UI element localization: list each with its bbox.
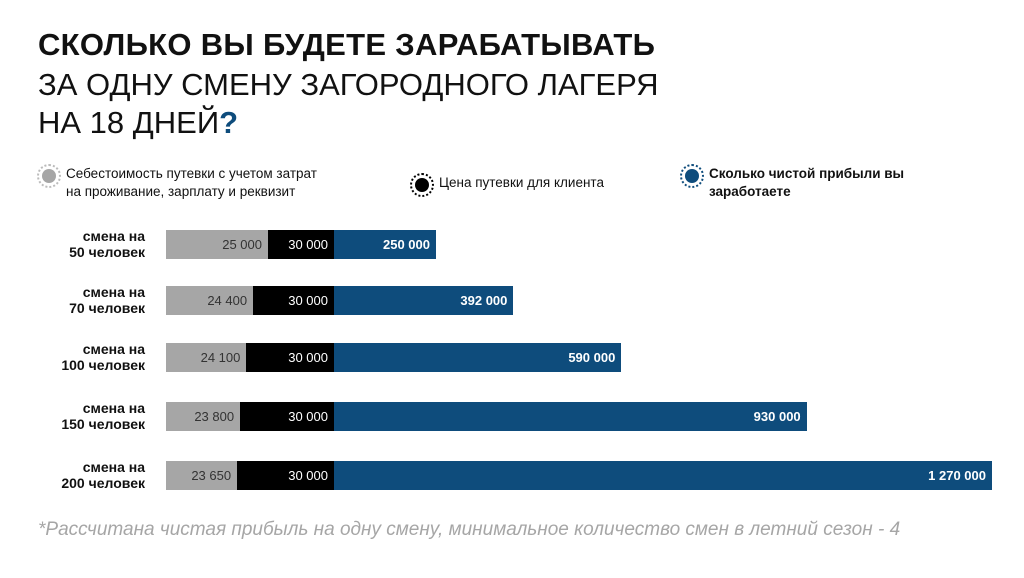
bar-price: 30 000	[246, 343, 334, 372]
data-label: 1 270 000	[928, 468, 986, 483]
title-line-3: НА 18 ДНЕЙ?	[38, 104, 238, 142]
data-label: 23 650	[191, 468, 232, 483]
data-label: 30 000	[288, 350, 328, 365]
bar-price: 30 000	[253, 286, 334, 315]
title-line-2: ЗА ОДНУ СМЕНУ ЗАГОРОДНОГО ЛАГЕРЯ	[38, 67, 659, 102]
category-label-line: 70 человек	[69, 300, 145, 316]
footnote: *Рассчитана чистая прибыль на одну смену…	[38, 519, 901, 540]
category-label-line: смена на	[82, 228, 145, 244]
gray-dot-icon	[37, 164, 61, 188]
legend-label: Цена путевки для клиента	[439, 175, 604, 190]
bar-cost: 24 400	[166, 286, 254, 315]
category-label: смена на 50 человек	[20, 228, 145, 260]
data-label: 392 000	[460, 293, 508, 308]
bar-cost: 23 800	[166, 402, 241, 431]
data-label: 24 100	[200, 350, 241, 365]
data-label: 30 000	[288, 468, 328, 483]
bar-profit: 392 000	[334, 286, 514, 315]
category-label: смена на 200 человек	[20, 459, 145, 491]
data-label: 590 000	[568, 350, 616, 365]
category-label: смена на 70 человек	[20, 284, 145, 316]
data-label: 30 000	[288, 409, 328, 424]
category-label-line: 200 человек	[61, 475, 145, 491]
title-line-1: СКОЛЬКО ВЫ БУДЕТЕ ЗАРАБАТЫВАТЬ	[38, 27, 656, 62]
blue-dot-icon	[680, 164, 704, 188]
data-label: 25 000	[222, 237, 262, 252]
bar-cost: 24 100	[166, 343, 247, 372]
bar-price: 30 000	[240, 402, 334, 431]
category-label-line: смена на	[82, 459, 145, 475]
data-label: 30 000	[288, 293, 328, 308]
legend-item-cost: Себестоимость путевки с учетом затрат на …	[37, 164, 317, 201]
bar-price: 30 000	[237, 461, 334, 490]
data-label: 23 800	[194, 409, 235, 424]
category-label-line: смена на	[82, 341, 145, 357]
legend-label: на проживание, зарплату и реквизит	[66, 184, 296, 199]
data-label: 250 000	[383, 237, 430, 252]
bar-cost: 23 650	[166, 461, 238, 490]
bar-profit: 250 000	[334, 230, 436, 259]
bar-profit: 590 000	[334, 343, 622, 372]
bar-cost: 25 000	[166, 230, 268, 259]
data-label: 24 400	[207, 293, 248, 308]
legend-label: Сколько чистой прибыли вы	[709, 166, 905, 181]
category-label-line: 50 человек	[69, 244, 145, 260]
bar-profit: 930 000	[334, 402, 807, 431]
category-label-line: смена на	[82, 284, 145, 300]
legend-label: заработаете	[709, 184, 791, 199]
legend-item-profit: Сколько чистой прибыли вы заработаете	[680, 164, 905, 201]
category-label-line: 150 человек	[61, 416, 145, 432]
title-line-3-text: НА 18 ДНЕЙ	[38, 105, 220, 140]
data-label: 930 000	[753, 409, 801, 424]
bar-profit: 1 270 000	[334, 461, 992, 490]
category-label: смена на 150 человек	[20, 400, 145, 432]
category-label-line: смена на	[82, 400, 145, 416]
data-label: 30 000	[288, 237, 328, 252]
legend-label: Себестоимость путевки с учетом затрат	[66, 166, 317, 181]
title-question-mark: ?	[219, 105, 239, 140]
legend-item-price: Цена путевки для клиента	[410, 173, 604, 197]
bar-price: 30 000	[268, 230, 334, 259]
black-dot-icon	[410, 173, 434, 197]
category-label: смена на 100 человек	[20, 341, 145, 373]
category-label-line: 100 человек	[61, 357, 145, 373]
